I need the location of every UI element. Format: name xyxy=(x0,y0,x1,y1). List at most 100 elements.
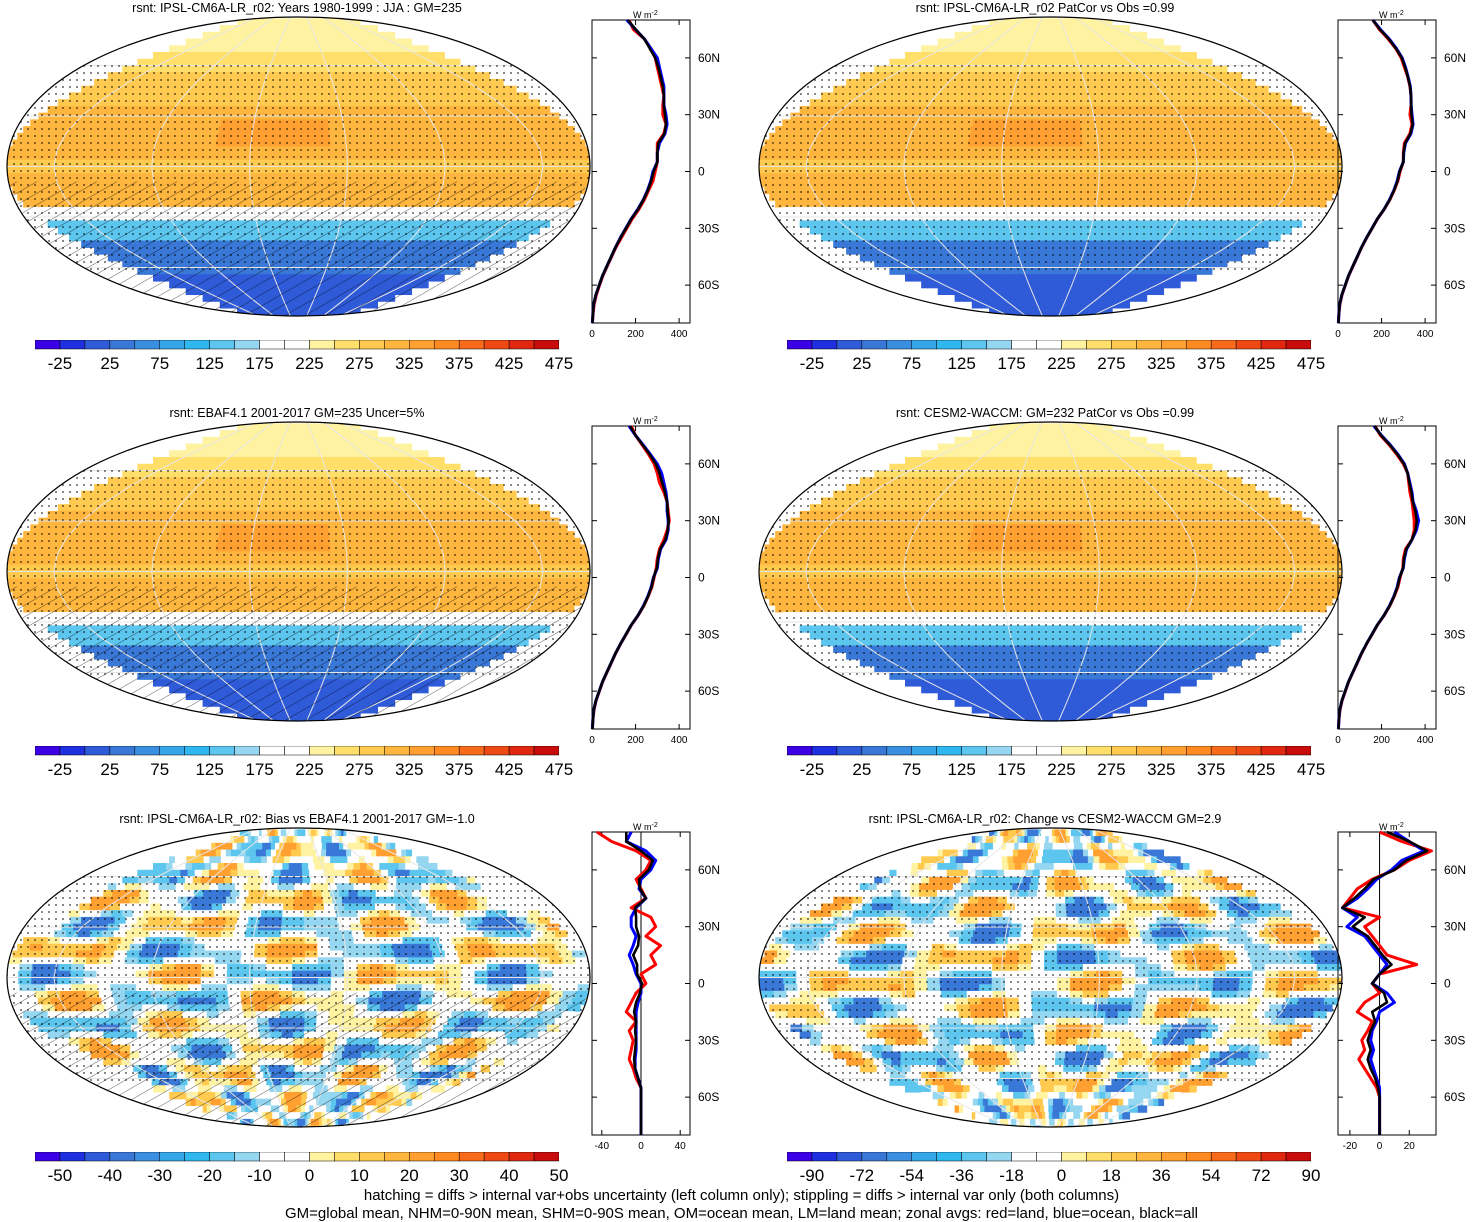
zonal-unit-label: W m-2 xyxy=(633,10,658,20)
colorbar-label: -25 xyxy=(48,760,73,780)
colorbar-swatch xyxy=(459,1152,484,1161)
colorbar-label: 325 xyxy=(1147,760,1175,780)
zonal-ytick-label: 60S xyxy=(1444,1090,1465,1104)
colorbar-swatch xyxy=(812,746,837,755)
colorbar-label: 125 xyxy=(947,760,975,780)
colorbar-label: 425 xyxy=(1247,760,1275,780)
colorbar-swatch xyxy=(384,746,409,755)
colorbar-label: 475 xyxy=(545,760,573,780)
zonal-ytick-label: 60N xyxy=(1444,863,1466,877)
colorbar-swatch xyxy=(35,746,60,755)
colorbar-swatch xyxy=(937,1152,962,1161)
colorbar-label: 36 xyxy=(1152,1166,1171,1186)
colorbar-label: 18 xyxy=(1102,1166,1121,1186)
colorbar-swatch xyxy=(987,340,1012,349)
colorbar-swatch xyxy=(962,746,987,755)
colorbar-swatch xyxy=(1061,340,1086,349)
colorbar-swatch xyxy=(509,340,534,349)
colorbar-swatches xyxy=(787,340,1311,350)
colorbar-label: 40 xyxy=(500,1166,519,1186)
zonal-series-line xyxy=(597,832,661,1135)
zonal-ytick-label: 30N xyxy=(1444,514,1466,528)
colorbar-label: 375 xyxy=(1197,354,1225,374)
colorbar-swatch xyxy=(434,746,459,755)
panel-title: rsnt: IPSL-CM6A-LR_r02 PatCor vs Obs =0.… xyxy=(745,1,1345,15)
colorbar-swatch xyxy=(1136,746,1161,755)
colorbar-swatch xyxy=(887,340,912,349)
world-map xyxy=(757,420,1344,723)
colorbar-swatch xyxy=(359,746,384,755)
colorbar-swatch xyxy=(887,746,912,755)
colorbar-label: 275 xyxy=(345,760,373,780)
colorbar-swatch xyxy=(110,340,135,349)
colorbar-swatch xyxy=(135,1152,160,1161)
colorbar-swatch xyxy=(1037,746,1062,755)
panel-title: rsnt: IPSL-CM6A-LR_r02: Change vs CESM2-… xyxy=(745,812,1345,826)
colorbar-label: -90 xyxy=(800,1166,825,1186)
zonal-xtick-label: 200 xyxy=(627,735,644,746)
colorbar-label: 275 xyxy=(1097,760,1125,780)
colorbar-label: 325 xyxy=(395,354,423,374)
colorbar-label: -40 xyxy=(98,1166,123,1186)
colorbar-swatch xyxy=(787,746,812,755)
zonal-ytick-label: 30N xyxy=(698,920,720,934)
zonal-xtick-label: -40 xyxy=(595,1141,610,1152)
colorbar-label: 275 xyxy=(345,354,373,374)
zonal-xtick-label: 400 xyxy=(671,735,688,746)
world-map xyxy=(5,420,592,723)
colorbar-label: 10 xyxy=(350,1166,369,1186)
colorbar-swatch xyxy=(459,340,484,349)
colorbar-label: 75 xyxy=(902,760,921,780)
panel-title: rsnt: EBAF4.1 2001-2017 GM=235 Uncer=5% xyxy=(0,406,597,420)
colorbar-label: -25 xyxy=(48,354,73,374)
colorbar-label: -25 xyxy=(800,760,825,780)
colorbar-label: 125 xyxy=(195,760,223,780)
colorbar-swatch xyxy=(260,1152,285,1161)
colorbar-label: 175 xyxy=(997,354,1025,374)
colorbar-swatch xyxy=(1136,340,1161,349)
colorbar-swatch xyxy=(1186,340,1211,349)
colorbar-swatch xyxy=(937,746,962,755)
colorbar-swatch xyxy=(912,1152,937,1161)
colorbar-swatch xyxy=(1012,1152,1037,1161)
colorbar-swatch xyxy=(235,746,260,755)
colorbar-swatch xyxy=(1037,340,1062,349)
colorbar-label: -20 xyxy=(197,1166,222,1186)
zonal-ytick-label: 60N xyxy=(1444,51,1466,65)
zonal-xtick-label: 200 xyxy=(1373,735,1390,746)
colorbar-label: 25 xyxy=(100,760,119,780)
colorbar-swatch xyxy=(1211,746,1236,755)
colorbar-swatch xyxy=(384,1152,409,1161)
colorbar-swatch xyxy=(285,340,310,349)
colorbar-swatch xyxy=(409,340,434,349)
colorbar-swatch xyxy=(1186,746,1211,755)
colorbar-swatch xyxy=(887,1152,912,1161)
zonal-xtick-label: 200 xyxy=(627,329,644,340)
zonal-unit-label: W m-2 xyxy=(633,822,658,832)
zonal-ytick-label: 30N xyxy=(698,108,720,122)
colorbar-label: 54 xyxy=(1202,1166,1221,1186)
zonal-frame xyxy=(1338,426,1436,729)
zonal-xtick-label: 0 xyxy=(589,329,595,340)
colorbar-label: -30 xyxy=(147,1166,172,1186)
colorbar-swatch xyxy=(185,340,210,349)
world-map xyxy=(5,826,592,1129)
colorbar-swatch xyxy=(35,1152,60,1161)
colorbar-swatch xyxy=(210,340,235,349)
colorbar-swatch xyxy=(1111,746,1136,755)
colorbar-label: 475 xyxy=(545,354,573,374)
colorbar-swatch xyxy=(534,340,559,349)
colorbar-swatch xyxy=(484,1152,509,1161)
colorbar-swatch xyxy=(937,340,962,349)
colorbar-swatch xyxy=(1061,1152,1086,1161)
colorbar-swatch xyxy=(1211,1152,1236,1161)
colorbar-label: 25 xyxy=(852,760,871,780)
colorbar-swatch xyxy=(1012,746,1037,755)
colorbar-label: -72 xyxy=(850,1166,875,1186)
colorbar-label: 30 xyxy=(450,1166,469,1186)
